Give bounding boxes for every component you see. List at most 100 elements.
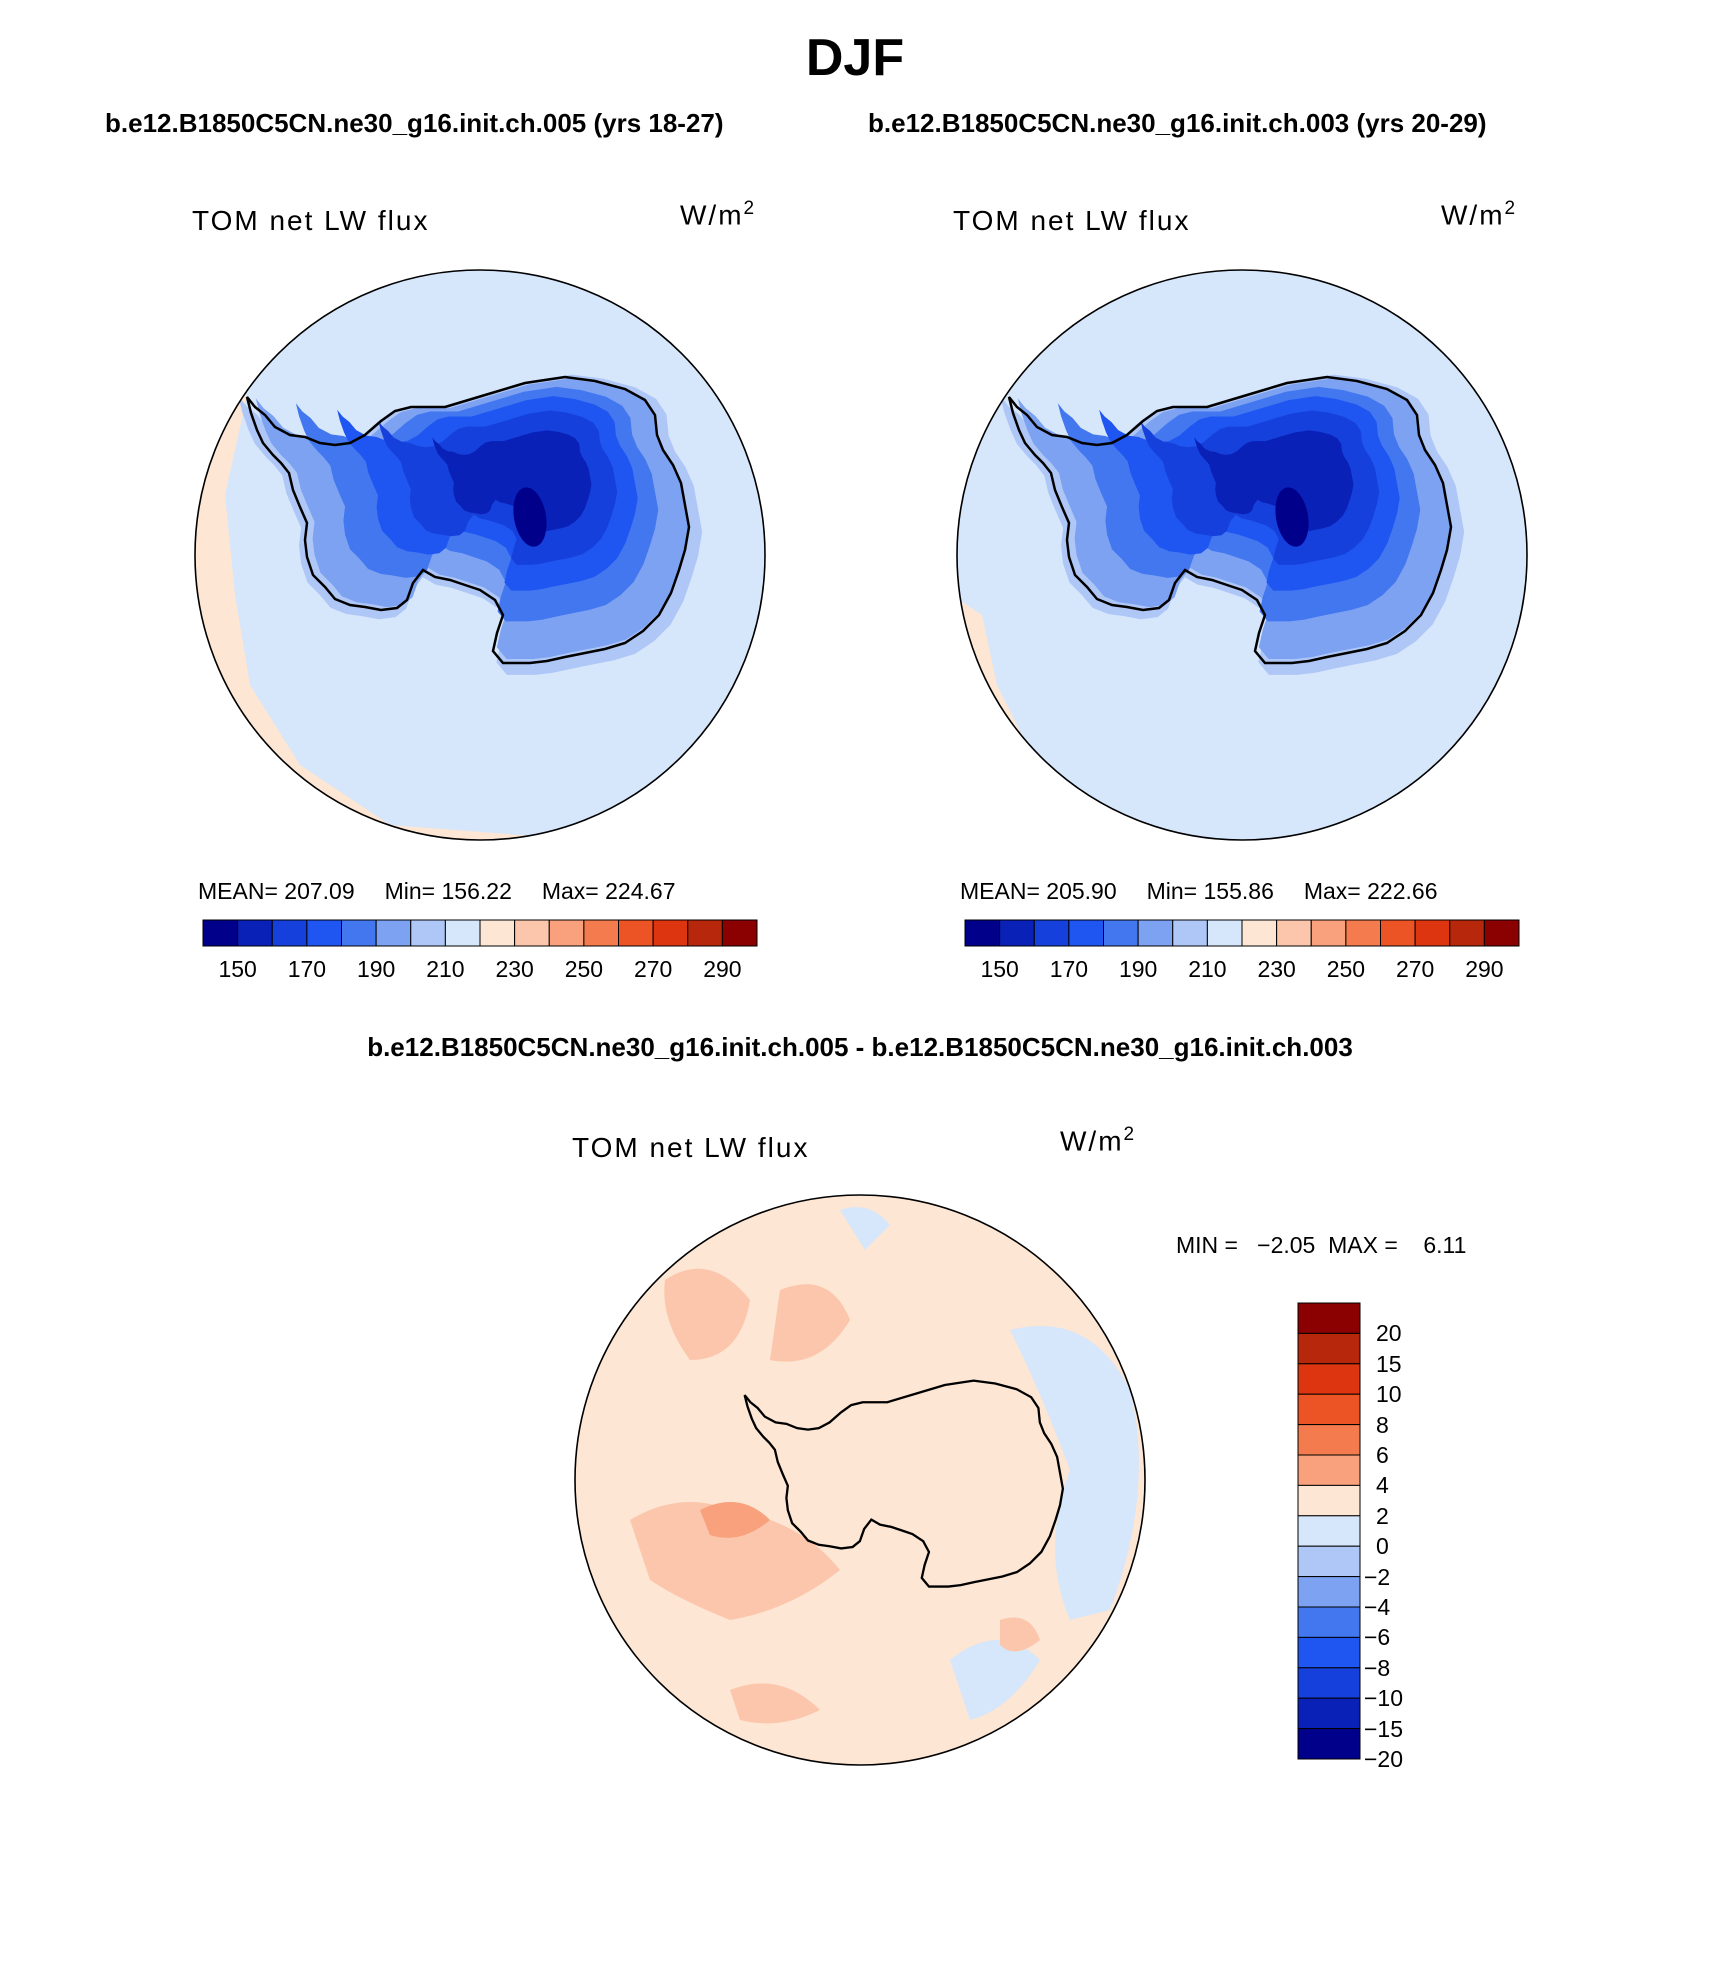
case1-title: b.e12.B1850C5CN.ne30_g16.init.ch.005 (yr… bbox=[105, 108, 724, 138]
panel1-variable-label: TOM net LW flux bbox=[192, 205, 430, 236]
difference-colorbar bbox=[1297, 1302, 1361, 1760]
colorbar-tick-label: 270 bbox=[1395, 956, 1435, 982]
colorbar-swatch bbox=[1297, 1454, 1361, 1486]
colorbar-swatch bbox=[1137, 919, 1174, 947]
colorbar-swatch bbox=[1172, 919, 1208, 947]
colorbar-swatch bbox=[1297, 1332, 1361, 1365]
colorbar-tick-label: 6 bbox=[1376, 1442, 1389, 1468]
colorbar-swatch bbox=[1380, 919, 1416, 947]
colorbar-swatch bbox=[1276, 919, 1312, 947]
colorbar-swatch bbox=[410, 919, 446, 947]
difference-colorbar-ticks: 20 15 10 8 6 4 2 0 −2 −4 −6 −8 −10 −15 −20 bbox=[1364, 1300, 1450, 1772]
colorbar-tick-label: −10 bbox=[1364, 1685, 1404, 1712]
colorbar-swatch bbox=[1297, 1545, 1361, 1578]
diff-antarctica-outline bbox=[743, 1379, 1065, 1588]
colorbar-swatch bbox=[1103, 919, 1139, 947]
colorbar-swatch bbox=[1297, 1636, 1361, 1669]
panel1-max: Max= 224.67 bbox=[541, 878, 676, 904]
colorbar-swatch bbox=[271, 919, 308, 947]
colorbar-tick-label: 190 bbox=[1118, 956, 1158, 982]
panel1-colorbar bbox=[202, 919, 758, 947]
colorbar-swatch bbox=[1414, 919, 1451, 947]
difference-map bbox=[574, 1194, 1146, 1766]
colorbar-swatch bbox=[548, 919, 585, 947]
season-title: DJF bbox=[805, 29, 905, 87]
colorbar-swatch bbox=[306, 919, 342, 947]
colorbar-swatch bbox=[1241, 919, 1278, 947]
diff-warm-region-north bbox=[664, 1268, 750, 1360]
colorbar-tick-label: 170 bbox=[1049, 956, 1089, 982]
colorbar-swatch bbox=[1297, 1728, 1361, 1760]
diff-variable-label: TOM net LW flux bbox=[572, 1132, 810, 1163]
case2-title: b.e12.B1850C5CN.ne30_g16.init.ch.003 (yr… bbox=[868, 108, 1487, 138]
colorbar-swatch bbox=[1297, 1697, 1361, 1730]
colorbar-swatch bbox=[1297, 1484, 1361, 1517]
colorbar-swatch bbox=[1297, 1363, 1361, 1395]
colorbar-swatch bbox=[1483, 919, 1520, 947]
panel2-map-border bbox=[956, 269, 1528, 841]
colorbar-swatch bbox=[1297, 1393, 1361, 1426]
colorbar-swatch bbox=[964, 919, 1001, 947]
colorbar-tick-label: 210 bbox=[1188, 956, 1227, 982]
colorbar-tick-label: 290 bbox=[1465, 956, 1504, 982]
colorbar-swatch bbox=[1449, 919, 1485, 947]
panel2-stats: MEAN= 205.90 Min= 155.86 Max= 222.66 bbox=[960, 878, 1437, 905]
colorbar-swatch bbox=[1297, 1424, 1361, 1456]
colorbar-tick-label: 20 bbox=[1376, 1320, 1402, 1347]
panel2-variable-label: TOM net LW flux bbox=[953, 205, 1191, 236]
panel1-mean: MEAN= 207.09 bbox=[198, 878, 355, 904]
colorbar-swatch bbox=[1297, 1302, 1361, 1334]
colorbar-tick-label: 290 bbox=[703, 956, 742, 982]
colorbar-tick-label: −20 bbox=[1364, 1746, 1404, 1772]
colorbar-tick-label: −6 bbox=[1364, 1624, 1391, 1651]
colorbar-swatch bbox=[583, 919, 619, 947]
colorbar-swatch bbox=[237, 919, 273, 947]
panel2-units: W/m2 bbox=[1441, 198, 1518, 231]
panel2-colorbar bbox=[964, 919, 1520, 947]
panel2-min: Min= 155.86 bbox=[1146, 878, 1274, 904]
colorbar-tick-label: 150 bbox=[218, 956, 257, 982]
panel1-map bbox=[194, 269, 766, 841]
colorbar-swatch bbox=[479, 919, 516, 947]
colorbar-swatch bbox=[1345, 919, 1381, 947]
colorbar-tick-label: 4 bbox=[1376, 1472, 1389, 1499]
diff-warm-region-west bbox=[630, 1502, 840, 1620]
colorbar-tick-label: 230 bbox=[1257, 956, 1296, 982]
colorbar-swatch bbox=[721, 919, 758, 947]
colorbar-swatch bbox=[618, 919, 654, 947]
diff-map-border bbox=[574, 1194, 1146, 1766]
colorbar-tick-label: −8 bbox=[1364, 1654, 1391, 1681]
colorbar-swatch bbox=[1297, 1576, 1361, 1608]
panel1-units: W/m2 bbox=[680, 198, 757, 231]
colorbar-swatch bbox=[375, 919, 412, 947]
diff-hot-spot bbox=[700, 1502, 770, 1538]
panel1-map-border bbox=[194, 269, 766, 841]
colorbar-swatch bbox=[444, 919, 481, 947]
colorbar-swatch bbox=[202, 919, 239, 947]
diff-cool-region-east bbox=[1010, 1326, 1139, 1620]
colorbar-tick-label: 0 bbox=[1376, 1533, 1389, 1560]
panel1-min: Min= 156.22 bbox=[384, 878, 512, 904]
colorbar-tick-label: 210 bbox=[426, 956, 465, 982]
colorbar-tick-label: −15 bbox=[1364, 1715, 1404, 1742]
colorbar-tick-label: 15 bbox=[1376, 1350, 1402, 1377]
colorbar-tick-label: 150 bbox=[980, 956, 1019, 982]
panel2-mean: MEAN= 205.90 bbox=[960, 878, 1117, 904]
colorbar-swatch bbox=[1310, 919, 1347, 947]
difference-title: b.e12.B1850C5CN.ne30_g16.init.ch.005 - b… bbox=[367, 1032, 1353, 1062]
colorbar-swatch bbox=[1297, 1515, 1361, 1547]
colorbar-swatch bbox=[999, 919, 1035, 947]
colorbar-swatch bbox=[1297, 1667, 1361, 1699]
panel1-stats: MEAN= 207.09 Min= 156.22 Max= 224.67 bbox=[198, 878, 675, 905]
colorbar-swatch bbox=[1297, 1606, 1361, 1638]
colorbar-tick-label: 250 bbox=[564, 956, 604, 982]
panel2-max: Max= 222.66 bbox=[1303, 878, 1438, 904]
colorbar-swatch bbox=[514, 919, 550, 947]
diff-minmax: MIN = −2.05 MAX = 6.11 bbox=[1176, 1232, 1467, 1258]
colorbar-tick-label: 2 bbox=[1376, 1502, 1389, 1529]
colorbar-tick-label: 270 bbox=[633, 956, 673, 982]
panel2-colorbar-ticks: 150 170 190 210 230 250 270 290 bbox=[962, 956, 1522, 986]
colorbar-tick-label: 250 bbox=[1326, 956, 1366, 982]
colorbar-tick-label: 230 bbox=[495, 956, 534, 982]
colorbar-tick-label: −2 bbox=[1364, 1563, 1391, 1590]
